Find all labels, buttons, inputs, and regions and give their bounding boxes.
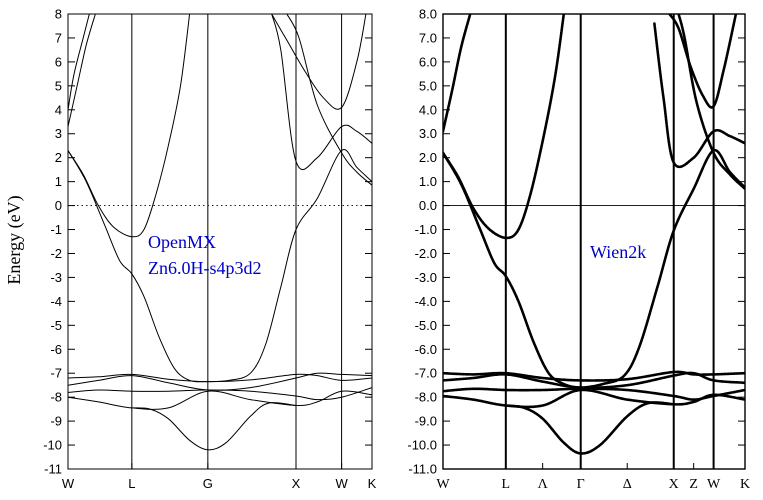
band-line — [68, 390, 372, 410]
kpoint-label: K — [368, 476, 377, 491]
band-line — [443, 370, 745, 382]
panel-annotation: Zn6.0H-s4p3d2 — [148, 258, 262, 278]
y-tick-label: -11 — [44, 462, 62, 477]
y-tick-label: -11.0 — [408, 462, 437, 477]
kpoint-label: Z — [689, 477, 698, 492]
y-tick-label: -10 — [43, 438, 62, 453]
y-tick-label: 2 — [55, 150, 62, 165]
y-tick-label: -1 — [50, 222, 62, 237]
kpoint-label: Γ — [577, 477, 585, 492]
plot-frame — [67, 13, 373, 470]
y-tick-label: -9 — [50, 414, 62, 429]
kpoint-label: W — [62, 476, 75, 491]
band-line — [677, 14, 745, 191]
kpoint-label: L — [128, 476, 135, 491]
band-line — [271, 14, 367, 110]
y-tick-label: 6.0 — [419, 54, 437, 69]
y-tick-label: 8 — [55, 7, 62, 22]
kpoint-label: G — [203, 476, 213, 491]
y-tick-label: 5.0 — [419, 78, 437, 93]
kpoint-label: W — [335, 476, 348, 491]
band-line — [443, 14, 472, 133]
band-line — [68, 373, 372, 383]
y-tick-label: 7 — [55, 30, 62, 45]
band-line — [443, 149, 745, 389]
bands — [443, 14, 745, 455]
y-tick-label: 4.0 — [419, 102, 437, 117]
y-tick-label: -7.0 — [415, 366, 437, 381]
band-line — [443, 371, 745, 390]
y-tick-label: -7 — [50, 366, 62, 381]
y-tick-label: -6.0 — [415, 342, 437, 357]
bands — [68, 14, 372, 451]
kpoint-label: W — [436, 477, 450, 492]
band-line — [443, 388, 745, 409]
kpoint-label: Λ — [538, 477, 549, 492]
y-tick-label: 5 — [55, 78, 62, 93]
band-line — [68, 14, 191, 238]
y-tick-label: -3 — [50, 270, 62, 285]
y-tick-label: 8.0 — [419, 7, 437, 22]
y-tick-label: -2 — [50, 246, 62, 261]
y-tick-label: -3.0 — [415, 270, 437, 285]
panel-annotation: OpenMX — [148, 232, 216, 252]
y-tick-label: -2.0 — [415, 246, 437, 261]
kpoint-label: Δ — [623, 477, 632, 492]
kpoint-label: X — [292, 476, 301, 491]
band-line — [68, 149, 372, 383]
band-line — [668, 14, 738, 109]
band-line — [653, 22, 745, 169]
y-tick-label: 0 — [55, 198, 62, 213]
band-line — [271, 14, 372, 171]
band-line — [286, 14, 372, 186]
band-line — [68, 14, 96, 127]
y-tick-label: 1 — [55, 174, 62, 189]
y-tick-label: 3 — [55, 126, 62, 141]
y-tick-label: 7.0 — [419, 30, 437, 45]
kpoint-label: W — [707, 477, 721, 492]
y-tick-label: -5.0 — [415, 318, 437, 333]
plot-frame — [442, 13, 746, 470]
y-tick-label: -10.0 — [407, 438, 437, 453]
y-tick-label: -4 — [50, 294, 62, 309]
kpoint-label: L — [502, 477, 511, 492]
band-line — [131, 402, 297, 451]
band-line — [68, 14, 90, 110]
kpoint-label: K — [740, 477, 750, 492]
kpoint-label: X — [669, 477, 679, 492]
band-line — [504, 401, 675, 455]
y-tick-label: 1.0 — [419, 174, 437, 189]
y-tick-label: -9.0 — [415, 414, 437, 429]
y-tick-label: -6 — [50, 342, 62, 357]
wien2k-panel: 8.0 7.0 6.0 5.0 4.0 3.0 2.0 1.0 0.0 -1.0 -2.0 -3.0 -… — [407, 7, 750, 493]
y-tick-label: 2.0 — [419, 150, 437, 165]
y-tick-label: -8.0 — [415, 390, 437, 405]
panel-annotation: Wien2k — [590, 242, 646, 262]
y-tick-label: 4 — [55, 102, 62, 117]
y-tick-label: -4.0 — [415, 294, 437, 309]
y-tick-label: 0.0 — [419, 198, 437, 213]
y-axis-label: Energy (eV) — [4, 195, 25, 284]
y-tick-label: 6 — [55, 54, 62, 69]
y-tick-label: -5 — [50, 318, 62, 333]
band-line — [68, 387, 372, 401]
y-tick-label: -8 — [50, 390, 62, 405]
y-tick-label: 3.0 — [419, 126, 437, 141]
y-tick-label: -1.0 — [415, 222, 437, 237]
